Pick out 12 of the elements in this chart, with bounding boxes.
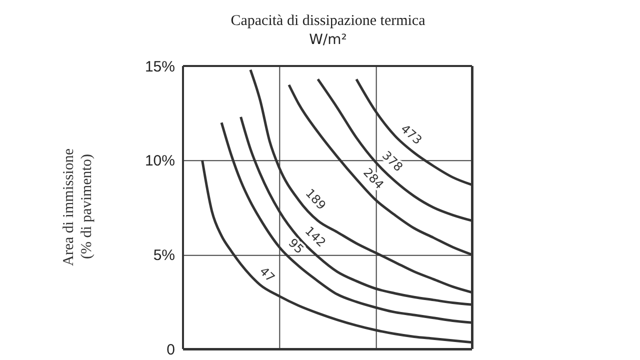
y-tick-label: 10% — [144, 152, 175, 170]
text: 473 — [398, 122, 425, 148]
text: 47 — [256, 264, 278, 285]
y-axis-title: Area di immissione (% di pavimento) — [61, 148, 95, 266]
text: 378 — [379, 148, 406, 174]
y-tick-label: 15% — [144, 58, 175, 76]
text: 95 — [286, 236, 306, 257]
chart-subtitle: W/m² — [309, 32, 347, 48]
y-tick-label: 0 — [166, 341, 175, 358]
y-tick-label: 5% — [153, 246, 175, 264]
chart-title: Capacità di dissipazione termica — [230, 13, 426, 29]
text: 189 — [302, 186, 329, 212]
